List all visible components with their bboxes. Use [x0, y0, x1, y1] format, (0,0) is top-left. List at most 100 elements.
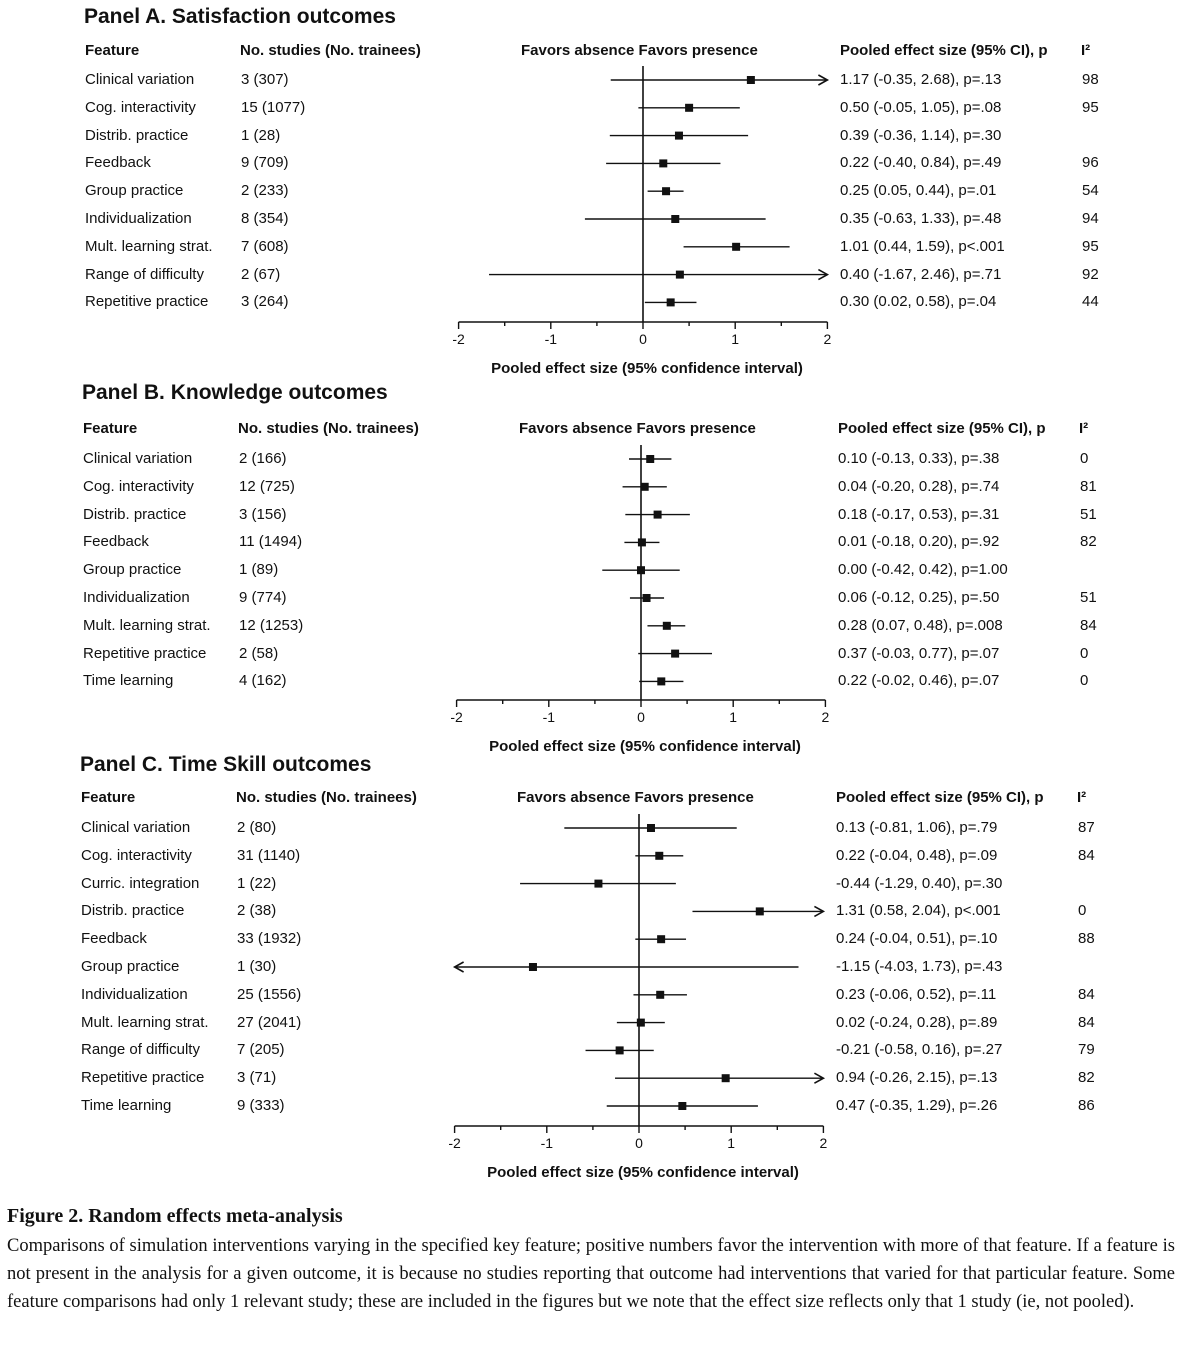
studies-count: 3 (71) — [237, 1069, 277, 1087]
point-estimate-marker — [657, 677, 666, 686]
point-estimate-marker — [678, 1102, 687, 1110]
feature-label: Distrib. practice — [81, 902, 185, 920]
effect-size-label: 1.17 (-0.35, 2.68), p=.13 — [840, 71, 1002, 88]
studies-count: 2 (58) — [239, 644, 279, 662]
i2-value: 88 — [1078, 930, 1095, 948]
ci-arrow-right — [814, 905, 826, 918]
effect-size-label: 0.22 (-0.02, 0.46), p=.07 — [838, 672, 1000, 690]
studies-count: 3 (264) — [241, 293, 289, 311]
feature-label: Clinical variation — [81, 819, 191, 836]
i2-value: 79 — [1078, 1041, 1095, 1059]
studies-count: 8 (354) — [241, 210, 289, 227]
x-axis-title: Pooled effect size (95% confidence inter… — [489, 738, 801, 755]
column-header-i2: I² — [1077, 789, 1087, 806]
column-header-favors: Favors absence Favors presence — [521, 42, 758, 59]
feature-label: Time learning — [81, 1097, 172, 1114]
studies-count: 12 (1253) — [239, 616, 304, 634]
point-estimate-marker — [666, 298, 675, 307]
point-estimate-marker — [746, 76, 755, 84]
x-axis-title: Pooled effect size (95% confidence inter… — [491, 360, 803, 377]
effect-size-label: 0.00 (-0.42, 0.42), p=1.00 — [838, 561, 1008, 579]
effect-size-label: 0.13 (-0.81, 1.06), p=.79 — [836, 819, 998, 836]
point-estimate-marker — [615, 1046, 624, 1055]
studies-count: 9 (333) — [237, 1097, 285, 1114]
feature-label: Individualization — [85, 210, 192, 227]
ci-arrow-right — [818, 268, 830, 281]
point-estimate-marker — [642, 594, 651, 602]
feature-label: Feedback — [83, 533, 149, 551]
point-estimate-marker — [675, 270, 684, 279]
column-header-effect: Pooled effect size (95% CI), p — [836, 789, 1044, 806]
studies-count: 31 (1140) — [237, 846, 301, 864]
studies-count: 11 (1494) — [239, 533, 303, 551]
studies-count: 1 (30) — [237, 958, 277, 975]
feature-label: Cog. interactivity — [85, 98, 196, 116]
x-tick-label: -1 — [541, 1135, 554, 1151]
effect-size-label: 0.28 (0.07, 0.48), p=.008 — [838, 616, 1003, 634]
i2-value: 86 — [1078, 1097, 1095, 1114]
effect-size-label: 0.94 (-0.26, 2.15), p=.13 — [836, 1069, 998, 1087]
effect-size-label: 0.30 (0.02, 0.58), p=.04 — [840, 293, 997, 311]
effect-size-label: 0.35 (-0.63, 1.33), p=.48 — [840, 210, 1002, 227]
caption-text: Comparisons of simulation interventions … — [7, 1236, 1175, 1312]
effect-size-label: -1.15 (-4.03, 1.73), p=.43 — [836, 958, 1003, 975]
studies-count: 2 (233) — [241, 182, 289, 200]
point-estimate-marker — [685, 103, 694, 112]
i2-value: 84 — [1080, 616, 1097, 634]
feature-label: Feedback — [85, 154, 151, 172]
feature-label: Mult. learning strat. — [81, 1013, 209, 1031]
effect-size-label: 0.23 (-0.06, 0.52), p=.11 — [836, 985, 997, 1003]
effect-size-label: 0.40 (-1.67, 2.46), p=.71 — [840, 265, 1002, 283]
studies-count: 9 (774) — [239, 589, 287, 606]
studies-count: 3 (156) — [239, 505, 287, 523]
studies-count: 7 (608) — [241, 237, 289, 255]
effect-size-label: 0.06 (-0.12, 0.25), p=.50 — [838, 589, 1000, 606]
studies-count: 2 (166) — [239, 450, 287, 467]
panel-title: Panel B. Knowledge outcomes — [82, 381, 388, 404]
effect-size-label: 0.18 (-0.17, 0.53), p=.31 — [838, 505, 1000, 523]
column-header-effect: Pooled effect size (95% CI), p — [838, 420, 1046, 437]
feature-label: Repetitive practice — [85, 293, 209, 311]
studies-count: 27 (2041) — [237, 1013, 302, 1031]
point-estimate-marker — [637, 538, 646, 547]
feature-label: Individualization — [83, 589, 190, 606]
studies-count: 15 (1077) — [241, 98, 306, 116]
effect-size-label: -0.21 (-0.58, 0.16), p=.27 — [836, 1041, 1003, 1059]
column-header-studies: No. studies (No. trainees) — [236, 789, 417, 806]
x-tick-label: -1 — [543, 709, 556, 725]
feature-label: Feedback — [81, 930, 147, 948]
feature-label: Clinical variation — [85, 71, 195, 88]
studies-count: 2 (67) — [241, 265, 281, 283]
i2-value: 84 — [1078, 846, 1095, 864]
i2-value: 95 — [1082, 98, 1099, 116]
feature-label: Group practice — [83, 561, 182, 579]
effect-size-label: 0.22 (-0.40, 0.84), p=.49 — [840, 154, 1002, 172]
panel-title: Panel A. Satisfaction outcomes — [84, 5, 396, 28]
effect-size-label: 0.02 (-0.24, 0.28), p=.89 — [836, 1013, 998, 1031]
point-estimate-marker — [659, 159, 668, 168]
studies-count: 9 (709) — [241, 154, 289, 172]
point-estimate-marker — [656, 990, 665, 999]
i2-value: 82 — [1078, 1069, 1095, 1087]
column-header-effect: Pooled effect size (95% CI), p — [840, 42, 1048, 59]
i2-value: 94 — [1082, 210, 1099, 227]
feature-label: Range of difficulty — [85, 265, 204, 283]
ci-arrow-left — [452, 961, 464, 973]
x-tick-label: 1 — [731, 331, 739, 347]
column-header-studies: No. studies (No. trainees) — [238, 420, 419, 437]
forest-plot-area: -2 -1 0 1 2 — [448, 814, 828, 1151]
point-estimate-marker — [528, 963, 537, 971]
column-header-i2: I² — [1081, 42, 1091, 59]
effect-size-label: 0.37 (-0.03, 0.77), p=.07 — [838, 644, 1000, 662]
column-header-i2: I² — [1079, 420, 1089, 437]
feature-label: Group practice — [85, 182, 184, 200]
effect-size-label: 0.01 (-0.18, 0.20), p=.92 — [838, 533, 1000, 551]
feature-label: Repetitive practice — [83, 644, 207, 662]
i2-value: 84 — [1078, 1013, 1095, 1031]
x-tick-label: 1 — [727, 1135, 735, 1151]
studies-count: 2 (80) — [237, 819, 277, 836]
feature-label: Mult. learning strat. — [85, 237, 213, 255]
x-tick-label: 1 — [729, 709, 737, 725]
i2-value: 95 — [1082, 237, 1099, 255]
effect-size-label: 0.04 (-0.20, 0.28), p=.74 — [838, 477, 1000, 495]
